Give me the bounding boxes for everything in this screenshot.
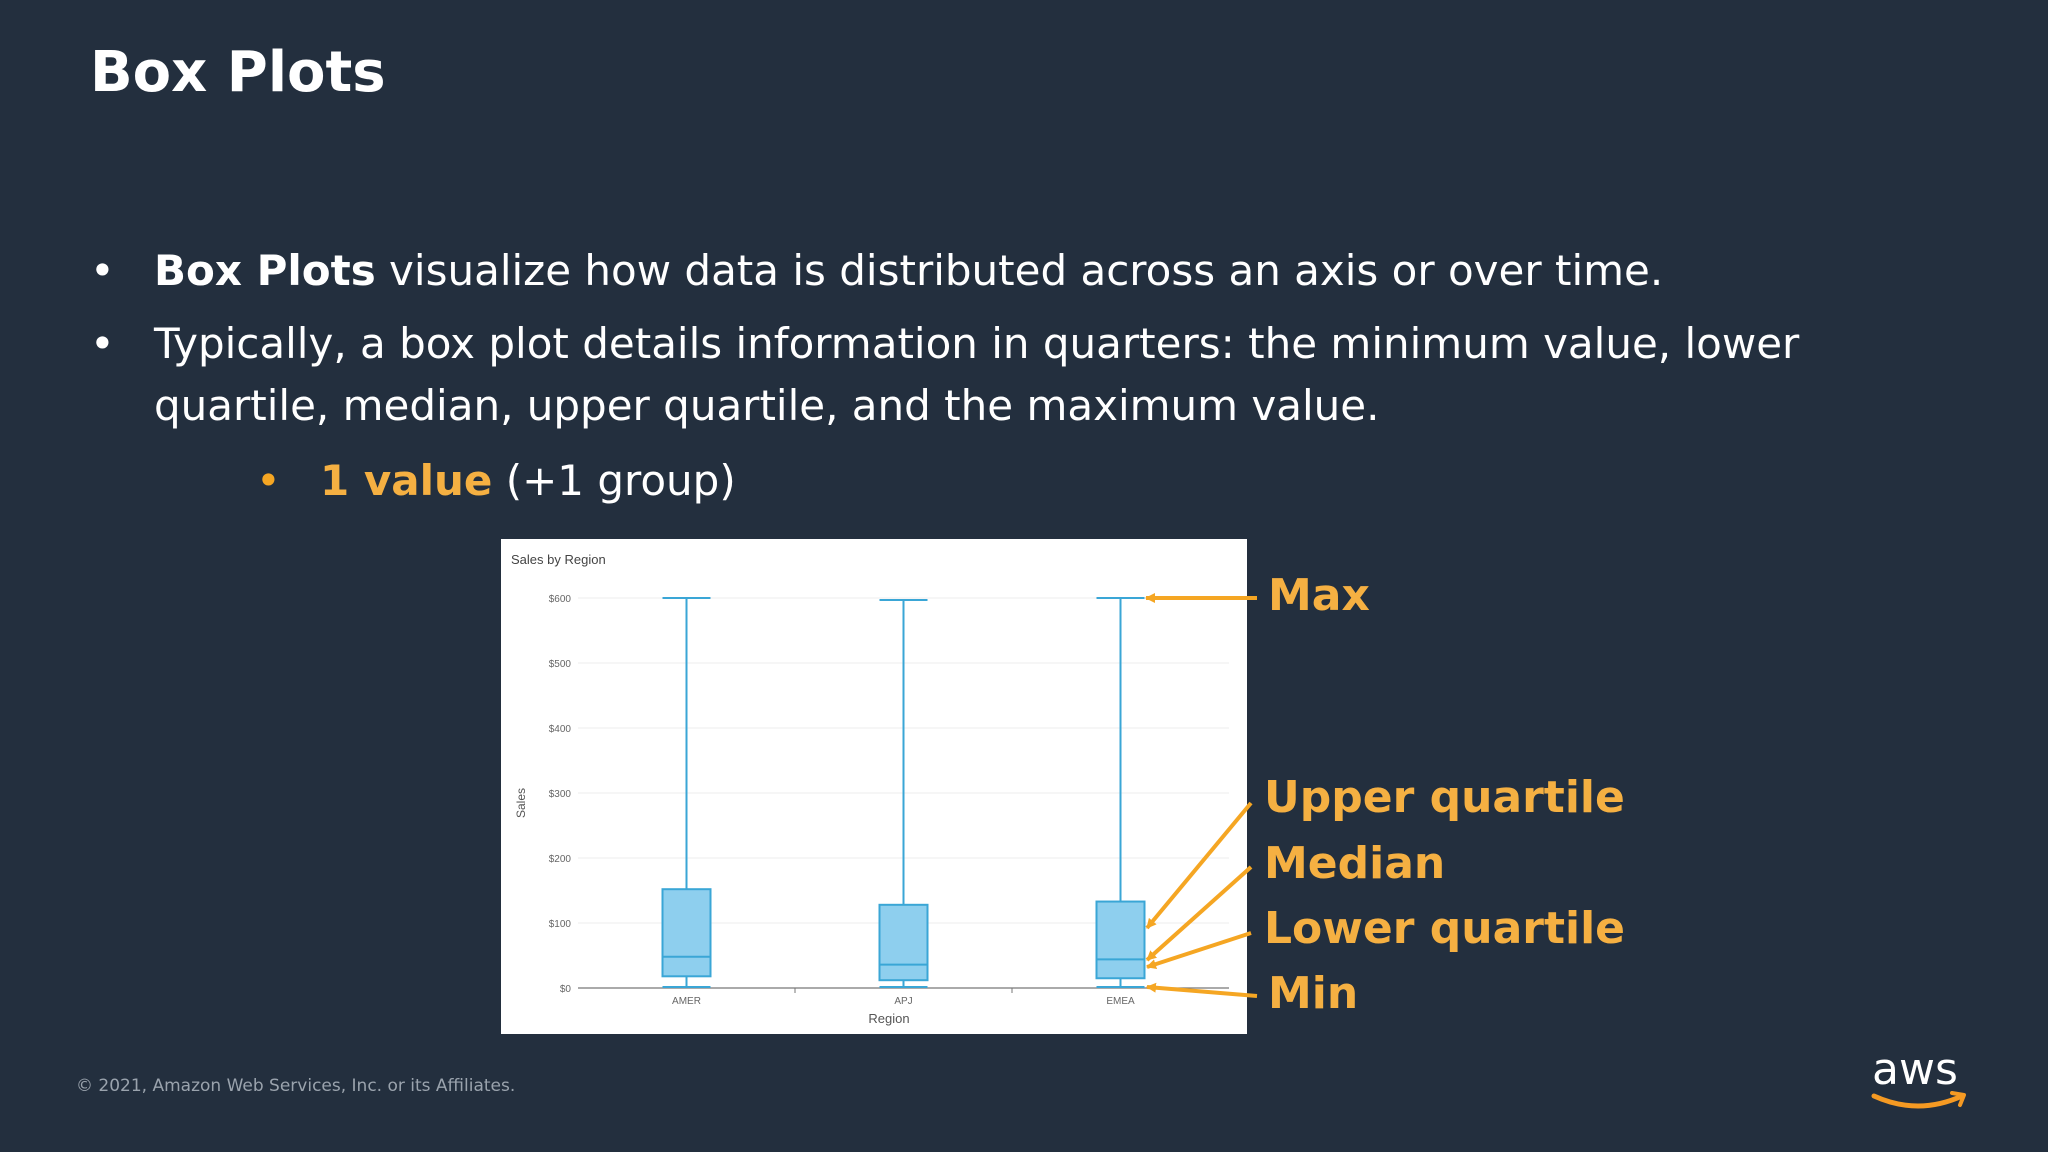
bullet-1-rest: visualize how data is distributed across… [375, 246, 1664, 295]
y-tick-label: $600 [549, 594, 572, 605]
box-amer [661, 597, 712, 988]
y-tick-label: $100 [549, 919, 572, 930]
box-plot-chart: Sales by Region Sales Region $0 $100 $200 $… [501, 539, 1247, 1034]
sub-bullet-text: 1 value (+1 group) [320, 450, 736, 512]
callout-max: Max [1268, 570, 1370, 621]
aws-smile-icon [1871, 1093, 1965, 1109]
y-tick-label: $0 [560, 984, 572, 995]
y-tick-label: $400 [549, 724, 572, 735]
sub-bullet-dot: • [256, 456, 281, 505]
sub-bullet-highlight: 1 value [320, 456, 493, 505]
bullet-1-text: Box Plots visualize how data is distribu… [154, 240, 1663, 302]
copyright-footer: © 2021, Amazon Web Services, Inc. or its… [76, 1076, 516, 1096]
box-plot-svg: Sales by Region Sales Region $0$100$200$… [511, 552, 1229, 1026]
callout-lower-quartile: Lower quartile [1264, 903, 1626, 954]
sub-bullet-rest: (+1 group) [492, 456, 736, 505]
x-tick-label: APJ [894, 996, 912, 1007]
x-axis-label: Region [868, 1011, 909, 1026]
y-tick-label: $200 [549, 854, 572, 865]
callout-upper-quartile: Upper quartile [1264, 772, 1625, 823]
aws-logo: aws [1871, 1044, 1966, 1109]
x-tick-labels: AMER APJ EMEA [672, 988, 1135, 1007]
bullet-1-bold: Box Plots [154, 246, 376, 295]
iqr-box [1095, 900, 1146, 980]
x-tick-label: AMER [672, 996, 701, 1007]
aws-logo-text: aws [1872, 1044, 1958, 1095]
y-tick-labels: $0 $100 $200 $300 $400 $500 $600 [549, 594, 572, 995]
box-emea [1095, 597, 1146, 988]
chart-title: Sales by Region [511, 552, 606, 567]
y-axis-label: Sales [514, 788, 528, 818]
aws-smile-arrow-icon [1950, 1091, 1966, 1107]
x-tick-label: EMEA [1106, 996, 1135, 1007]
bullet-2-line-1: Typically, a box plot details informatio… [154, 319, 1800, 368]
callout-median: Median [1264, 838, 1446, 889]
slide-title: Box Plots [90, 40, 386, 105]
box-apj [878, 598, 929, 988]
iqr-box [878, 903, 929, 982]
bullet-dot: • [90, 319, 115, 368]
boxes-layer [661, 597, 1146, 988]
callout-min: Min [1268, 968, 1359, 1019]
iqr-box [661, 888, 712, 978]
bullet-2-line-2: quartile, median, upper quartile, and th… [154, 381, 1380, 430]
y-tick-label: $300 [549, 789, 572, 800]
bullet-dot: • [90, 246, 115, 295]
y-tick-label: $500 [549, 659, 572, 670]
